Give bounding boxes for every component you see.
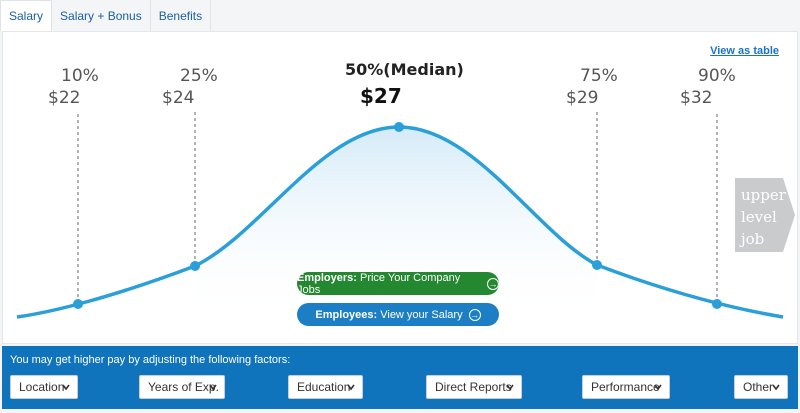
p90-value: $32	[680, 88, 713, 108]
tab-bar: Salary Salary + Bonus Benefits	[0, 0, 212, 31]
performance-select-label: Performance	[591, 380, 660, 394]
p75-label: 75%	[580, 66, 618, 86]
location-select-label: Location	[19, 380, 65, 394]
employees-button-bold: Employees:	[315, 308, 378, 321]
employers-price-jobs-button[interactable]: Employers: Price Your Company Jobs →	[297, 271, 499, 296]
arrow-shape-icon	[735, 178, 795, 252]
chevron-down-icon	[209, 384, 217, 391]
p90-label: 90%	[698, 66, 736, 86]
p75-value: $29	[566, 88, 599, 108]
direct-reports-select[interactable]: Direct Reports	[426, 375, 522, 399]
upper-level-job-label: upper level job	[741, 186, 786, 248]
p50-point	[394, 122, 404, 132]
chevron-down-icon	[772, 384, 780, 391]
p10-point	[73, 299, 83, 309]
performance-select[interactable]: Performance	[582, 375, 670, 399]
p25-value: $24	[162, 88, 195, 108]
employers-button-text: Price Your Company Jobs	[297, 271, 461, 296]
chevron-down-icon	[506, 384, 514, 391]
factors-panel: You may get higher pay by adjusting the …	[2, 346, 798, 409]
education-select[interactable]: Education	[288, 375, 363, 399]
factors-title: You may get higher pay by adjusting the …	[10, 354, 291, 366]
years-of-exp-select[interactable]: Years of Exp.	[139, 375, 225, 399]
employees-view-salary-button[interactable]: Employees: View your Salary →	[297, 303, 499, 326]
p10-value: $22	[48, 88, 81, 108]
employers-button-bold: Employers:	[297, 271, 357, 284]
curve-fill	[195, 127, 597, 322]
other-select[interactable]: Other	[734, 375, 788, 399]
median-label: 50%(Median)	[345, 60, 464, 79]
education-select-label: Education	[297, 380, 351, 394]
p75-point	[592, 260, 602, 270]
salary-chart-card: View as table 10% $22 25% $24 50%(Median…	[2, 31, 798, 344]
arrow-right-circle-icon: →	[487, 277, 499, 290]
years-of-exp-select-label: Years of Exp.	[148, 380, 219, 394]
p10-label: 10%	[61, 66, 99, 86]
direct-reports-select-label: Direct Reports	[435, 380, 512, 394]
chevron-down-icon	[654, 384, 662, 391]
upper-level-job-arrow[interactable]: upper level job	[735, 178, 795, 252]
chevron-down-icon	[347, 384, 355, 391]
tab-salary-bonus[interactable]: Salary + Bonus	[52, 0, 151, 31]
tab-salary[interactable]: Salary	[0, 0, 53, 31]
p90-point	[712, 299, 722, 309]
employees-button-text: View your Salary	[380, 308, 463, 321]
chevron-down-icon	[62, 384, 70, 391]
other-select-label: Other	[743, 380, 774, 394]
tab-benefits[interactable]: Benefits	[150, 0, 212, 31]
salary-distribution-chart	[16, 112, 784, 322]
view-as-table-link[interactable]: View as table	[710, 45, 779, 57]
location-select[interactable]: Location	[10, 375, 78, 399]
arrow-right-circle-icon: →	[468, 308, 481, 321]
p25-label: 25%	[180, 66, 218, 86]
p25-point	[190, 261, 200, 271]
median-value: $27	[360, 84, 402, 108]
